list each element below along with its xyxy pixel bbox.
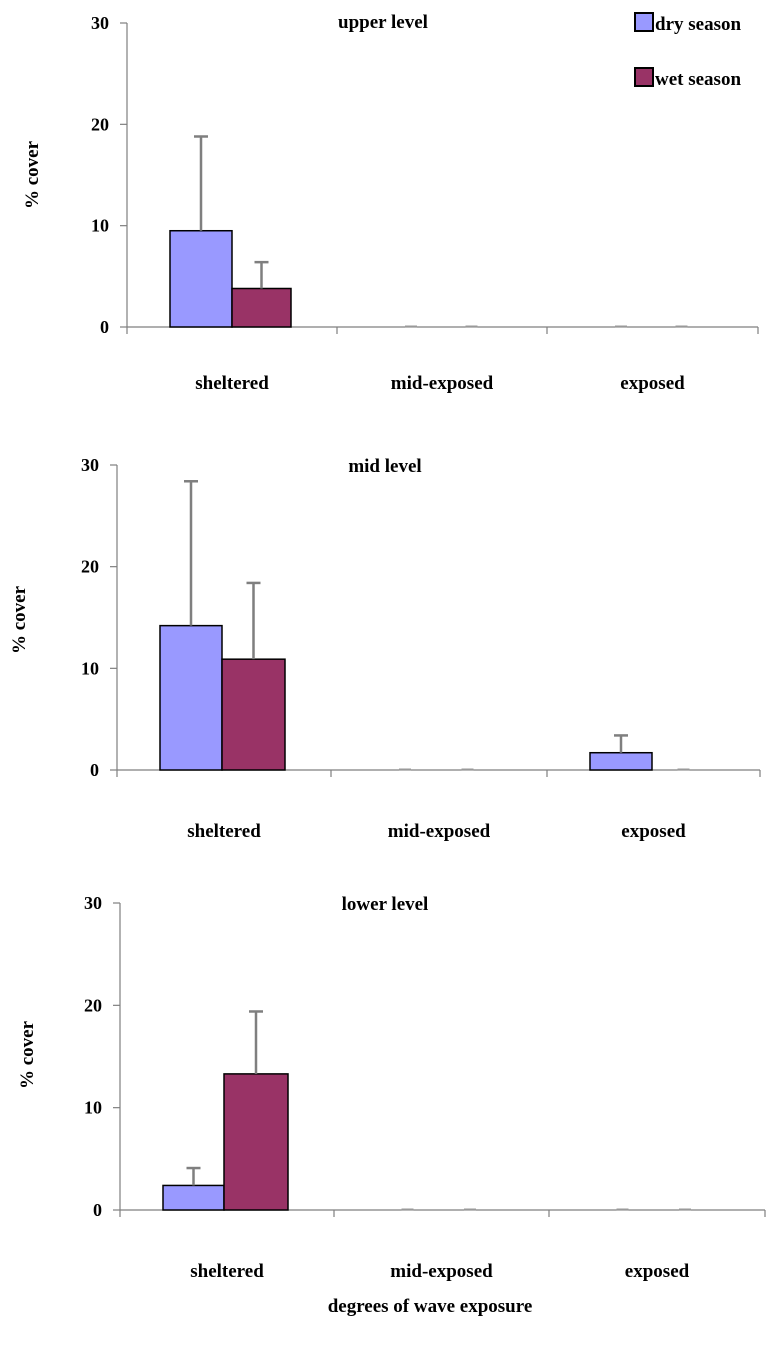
x-axis-label: degrees of wave exposure — [328, 1296, 533, 1317]
category-label-exposed: exposed — [621, 821, 686, 842]
y-tick-label: 10 — [91, 216, 109, 236]
y-tick-label: 20 — [81, 557, 99, 577]
y-tick-label: 0 — [93, 1200, 102, 1220]
y-tick-label: 0 — [100, 317, 109, 337]
error-bar-dry-season-sheltered — [184, 480, 198, 626]
y-tick-label: 30 — [91, 13, 109, 33]
y-axis-label: % cover — [17, 1020, 38, 1089]
chart-panels: 0 10 20 30 sheltered mid-exposed exposed upper … — [9, 12, 766, 1282]
y-tick-label: 20 — [84, 995, 102, 1015]
legend-swatch — [634, 12, 654, 32]
bar-dry-season-sheltered — [162, 1184, 225, 1211]
category-label-mid-exposed: mid-exposed — [391, 373, 494, 394]
panel-1: 0 10 20 30 sheltered mid-exposed exposed upper … — [22, 12, 759, 394]
legend-entry-wet-season: wet season — [634, 67, 741, 90]
legend: dry season wet season — [634, 12, 741, 90]
bar-dry-season-sheltered — [169, 229, 233, 328]
y-tick-label: 20 — [91, 114, 109, 134]
category-label-sheltered: sheltered — [190, 1261, 264, 1282]
y-tick-label: 30 — [84, 893, 102, 913]
bar-dry-season-exposed — [589, 751, 653, 771]
bar-wet-season-sheltered — [223, 1073, 289, 1211]
y-axis-label: % cover — [22, 140, 43, 209]
bar-wet-season-sheltered — [231, 287, 292, 328]
y-tick-label: 10 — [81, 658, 99, 678]
y-axis-label: % cover — [9, 585, 30, 654]
error-bar-dry-season-sheltered — [186, 1166, 201, 1186]
error-bar-dry-season-exposed — [614, 734, 628, 753]
category-label-exposed: exposed — [625, 1261, 690, 1282]
legend-label: wet season — [655, 69, 741, 90]
bar-wet-season-sheltered — [221, 658, 286, 771]
error-bar-dry-season-sheltered — [194, 135, 208, 231]
legend-swatch — [634, 67, 654, 87]
panel-2: 0 10 20 30 sheltered mid-exposed exposed mid le… — [9, 455, 761, 842]
legend-label: dry season — [655, 14, 741, 35]
category-label-sheltered: sheltered — [187, 821, 261, 842]
error-bar-wet-season-sheltered — [246, 581, 261, 660]
panel-3: 0 10 20 30 sheltered mid-exposed exposed lower … — [17, 893, 766, 1282]
panel-title: lower level — [342, 894, 429, 915]
bar-dry-season-sheltered — [159, 624, 223, 771]
category-label-mid-exposed: mid-exposed — [388, 821, 491, 842]
error-bar-wet-season-sheltered — [254, 260, 269, 289]
legend-entry-dry-season: dry season — [634, 12, 741, 35]
category-label-mid-exposed: mid-exposed — [390, 1261, 493, 1282]
y-tick-label: 0 — [90, 760, 99, 780]
error-bar-wet-season-sheltered — [249, 1010, 263, 1074]
y-tick-label: 10 — [84, 1098, 102, 1118]
y-tick-label: 30 — [81, 455, 99, 475]
panel-title: mid level — [348, 456, 421, 477]
panel-title: upper level — [338, 12, 428, 33]
category-label-exposed: exposed — [620, 373, 685, 394]
category-label-sheltered: sheltered — [195, 373, 269, 394]
